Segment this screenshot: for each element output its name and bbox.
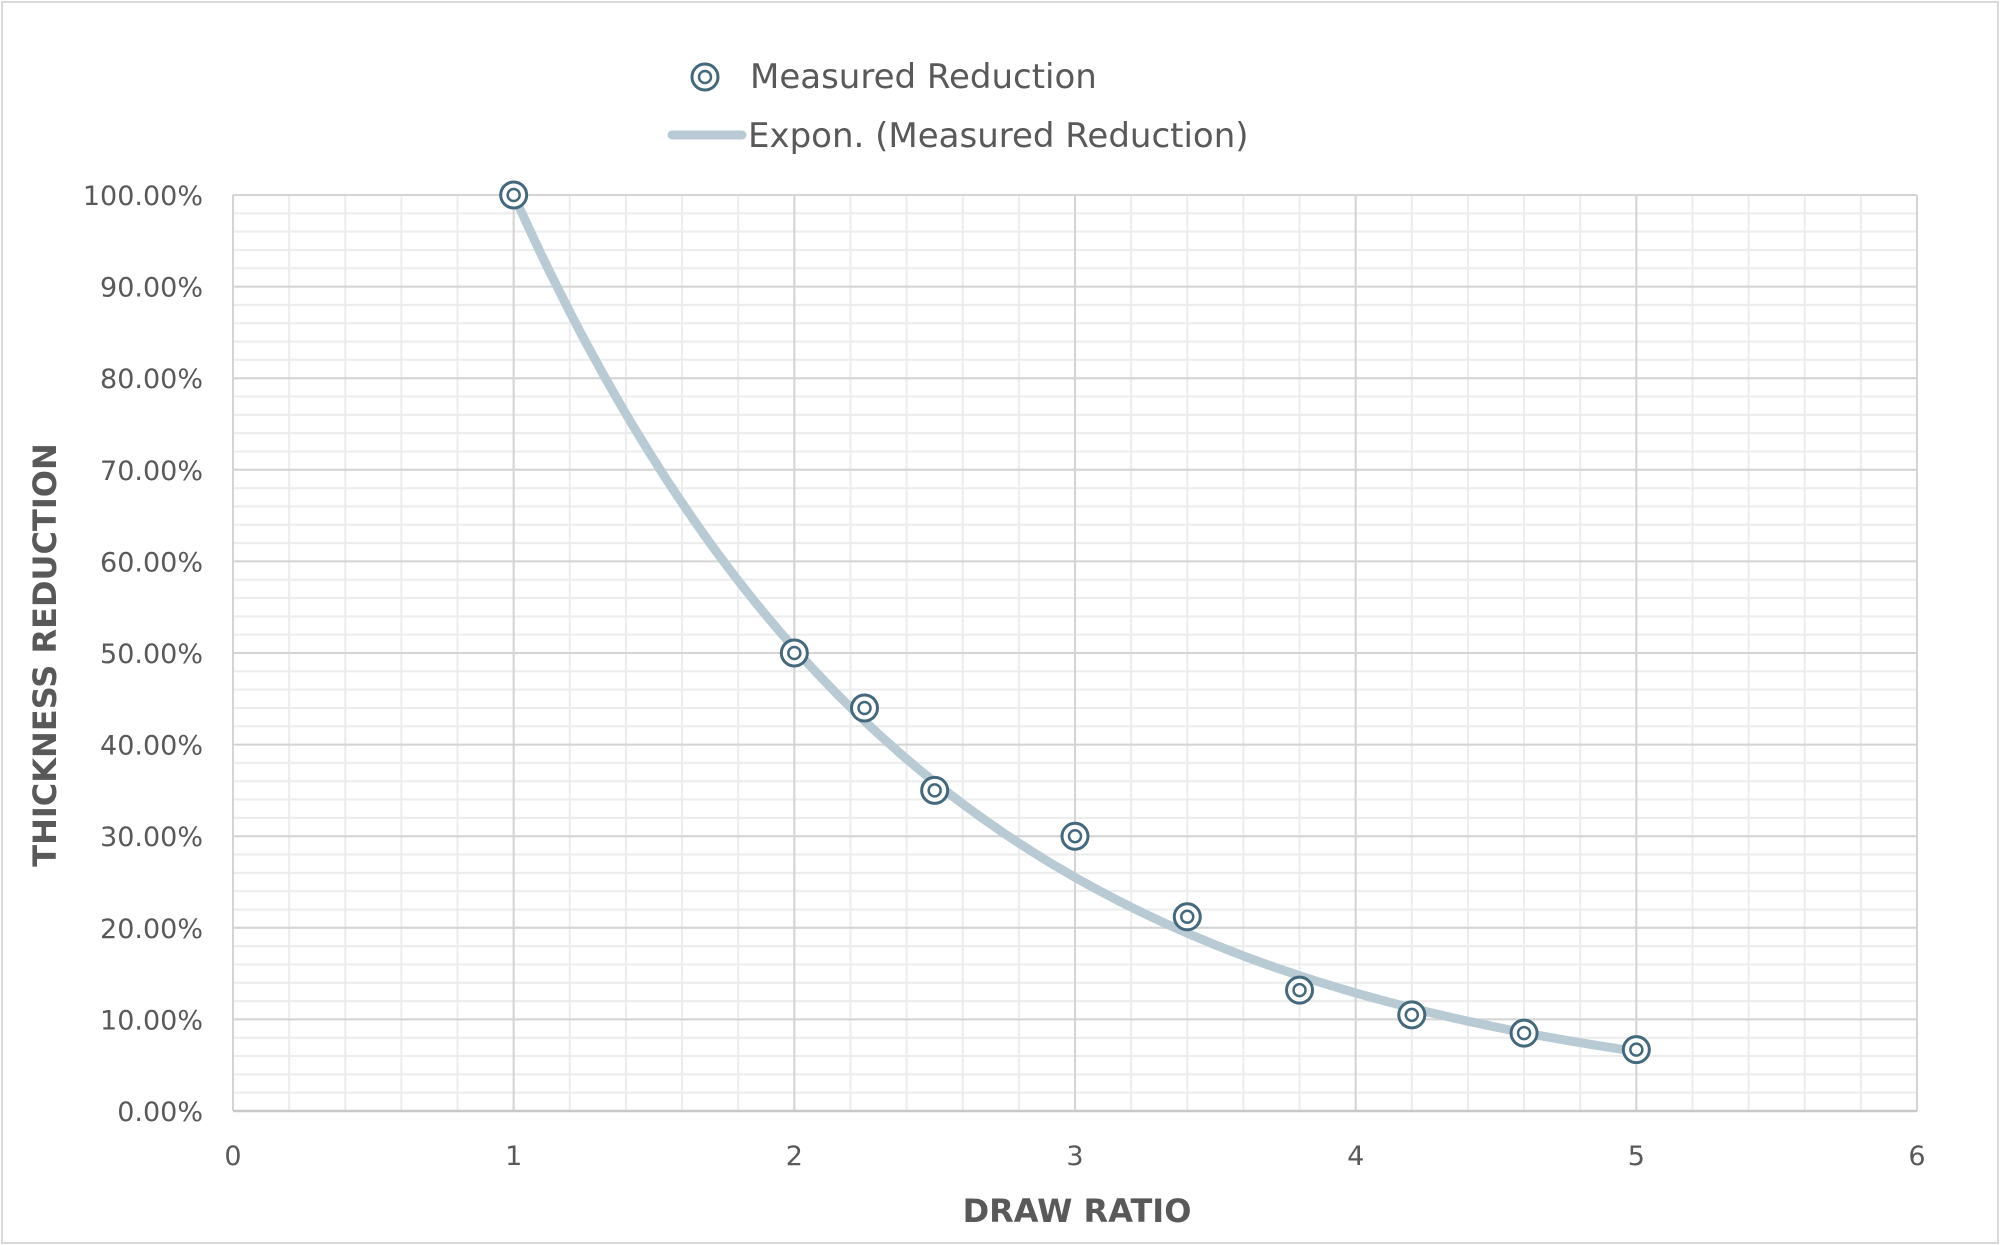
marker-outer-ring xyxy=(1509,1018,1539,1048)
marker-outer-ring xyxy=(1172,902,1202,932)
data-point xyxy=(1397,1000,1427,1030)
legend-label-trendline: Expon. (Measured Reduction) xyxy=(748,116,1249,156)
marker-inner-ring xyxy=(1180,909,1195,925)
x-axis-ticks: 0 1 2 3 4 5 6 xyxy=(224,1141,1925,1172)
trendline-expon xyxy=(509,190,1641,1056)
marker-outer-ring xyxy=(1621,1035,1651,1065)
marker-inner-ring xyxy=(927,783,942,798)
y-tick-label: 40.00% xyxy=(100,731,203,762)
y-axis-ticks: 0.00% 10.00% 20.00% 30.00% 40.00% 50.00% 60.00… xyxy=(83,181,203,1128)
y-tick-label: 0.00% xyxy=(117,1097,203,1128)
data-point xyxy=(779,638,809,668)
x-axis-title: DRAW RATIO xyxy=(963,1192,1192,1230)
legend-item-measured: Measured Reduction xyxy=(690,57,1097,97)
x-tick-label: 3 xyxy=(1066,1141,1083,1172)
double-circle-marker-icon xyxy=(690,62,720,92)
marker-inner-ring xyxy=(1516,1025,1532,1041)
marker-outer-ring xyxy=(850,693,879,723)
x-tick-label: 6 xyxy=(1908,1141,1925,1172)
x-tick-label: 2 xyxy=(786,1141,803,1172)
marker-outer-ring xyxy=(920,775,950,805)
marker-inner-ring xyxy=(857,700,872,716)
legend-label-measured: Measured Reduction xyxy=(750,57,1097,97)
x-tick-label: 4 xyxy=(1347,1141,1364,1172)
y-tick-label: 90.00% xyxy=(100,273,203,304)
x-tick-label: 5 xyxy=(1628,1141,1645,1172)
y-tick-label: 80.00% xyxy=(100,364,203,395)
y-tick-label: 100.00% xyxy=(83,181,203,212)
marker-outer-ring xyxy=(690,62,720,92)
legend-item-trendline: Expon. (Measured Reduction) xyxy=(667,116,1249,156)
x-tick-label: 0 xyxy=(224,1141,241,1172)
y-tick-label: 30.00% xyxy=(100,822,203,853)
marker-inner-ring xyxy=(506,187,521,203)
marker-inner-ring xyxy=(1404,1007,1420,1023)
data-point xyxy=(690,62,720,92)
marker-outer-ring xyxy=(499,180,529,210)
gridlines xyxy=(232,194,1918,1113)
y-tick-label: 20.00% xyxy=(100,914,203,945)
marker-inner-ring xyxy=(1067,828,1083,844)
y-tick-label: 50.00% xyxy=(100,639,203,670)
y-tick-label: 10.00% xyxy=(100,1005,203,1036)
marker-inner-ring xyxy=(1629,1042,1644,1057)
data-points xyxy=(499,180,1651,1065)
data-point xyxy=(1285,975,1315,1005)
marker-inner-ring xyxy=(697,69,713,85)
data-point xyxy=(499,180,529,210)
y-tick-label: 60.00% xyxy=(100,547,203,578)
data-point xyxy=(1509,1018,1539,1048)
marker-outer-ring xyxy=(1285,975,1315,1005)
data-point xyxy=(1060,821,1090,851)
data-point xyxy=(850,693,879,723)
data-point xyxy=(1621,1035,1651,1065)
marker-outer-ring xyxy=(779,638,809,668)
y-axis-title: THICKNESS REDUCTION xyxy=(26,443,64,866)
data-point xyxy=(1172,902,1202,932)
marker-outer-ring xyxy=(1397,1000,1427,1030)
legend: Measured Reduction Expon. (Measured Redu… xyxy=(667,57,1249,156)
data-point xyxy=(920,775,950,805)
marker-inner-ring xyxy=(1292,982,1307,998)
marker-inner-ring xyxy=(787,645,802,661)
y-tick-label: 70.00% xyxy=(100,456,203,487)
marker-outer-ring xyxy=(1060,821,1090,851)
x-tick-label: 1 xyxy=(505,1141,522,1172)
